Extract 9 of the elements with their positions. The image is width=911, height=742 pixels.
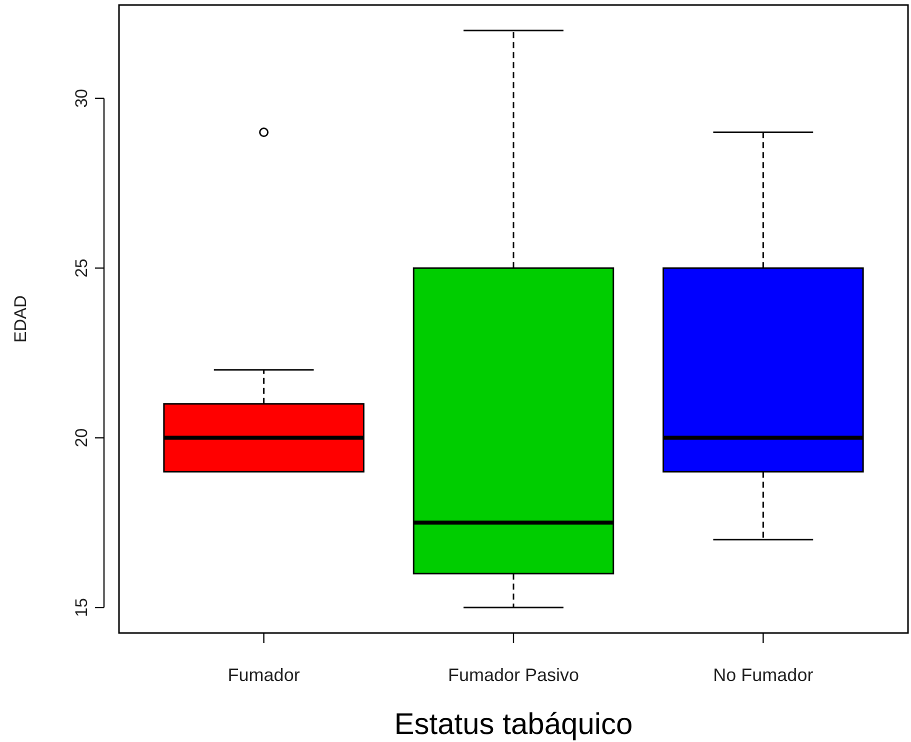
x-tick-label: Fumador Pasivo: [448, 665, 580, 685]
x-axis-title: Estatus tabáquico: [394, 708, 633, 741]
x-tick-label: Fumador: [228, 665, 300, 685]
y-tick-label: 25: [72, 258, 91, 278]
y-tick-label: 30: [72, 88, 91, 108]
x-tick-label: No Fumador: [713, 665, 814, 685]
y-tick-label: 15: [72, 598, 91, 617]
y-axis-title: EDAD: [11, 295, 30, 343]
y-tick-label: 20: [72, 428, 91, 448]
